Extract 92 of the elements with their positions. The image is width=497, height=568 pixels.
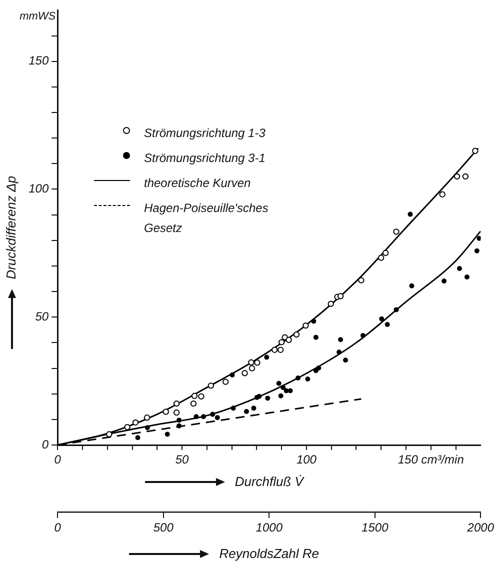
point (337, 293, 344, 300)
point (457, 266, 462, 272)
legend-label: Hagen-Poiseuille'sches Gesetz (144, 200, 270, 237)
x-tick-label: 50 (175, 452, 190, 467)
point (382, 250, 389, 256)
point (313, 334, 318, 340)
point (230, 372, 235, 378)
x2-tick-label: 1000 (256, 520, 283, 535)
y-tick-label: 150 (28, 54, 49, 68)
point (106, 431, 112, 438)
point (144, 425, 150, 430)
point (248, 365, 256, 372)
x-tick-label: 0 (54, 452, 62, 467)
point (277, 346, 284, 353)
point (276, 380, 282, 386)
point (190, 400, 197, 407)
point (254, 360, 260, 366)
point (214, 415, 220, 420)
x2-tick-label: 500 (153, 520, 174, 535)
point (200, 414, 206, 420)
point (454, 173, 460, 180)
legend-label: Strömungsrichtung 3-1 (144, 150, 266, 167)
point (328, 300, 334, 307)
point (464, 274, 470, 280)
point (358, 277, 364, 284)
point (394, 307, 399, 312)
point (305, 376, 310, 382)
point (272, 346, 278, 353)
point (176, 418, 182, 423)
legend-label: Strömungsrichtung 1-3 (144, 125, 266, 142)
point (162, 408, 169, 415)
y-tick-label: 100 (28, 182, 49, 196)
point (360, 333, 366, 338)
y-tick-label: 50 (35, 309, 49, 324)
x2-tick-label: 1500 (362, 520, 389, 535)
x-tick-label: 100 (296, 452, 317, 467)
point (288, 388, 293, 394)
point (124, 424, 130, 430)
point (409, 283, 414, 288)
point (286, 336, 292, 343)
point (176, 423, 182, 428)
point (173, 409, 180, 416)
point (198, 393, 204, 400)
x2-axis-title: ReynoldsZahl Re (219, 546, 319, 561)
point (248, 359, 254, 366)
x2-tick-label: 2000 (466, 520, 494, 535)
point (474, 248, 480, 254)
point (222, 378, 229, 385)
point (265, 396, 270, 401)
y-tick-label: 0 (42, 437, 49, 452)
point (144, 414, 150, 421)
point (384, 322, 390, 328)
point (442, 278, 447, 284)
point (378, 254, 384, 261)
point (336, 350, 342, 355)
x-tick-label: 150 cm³/min (398, 452, 464, 467)
x-axis-title: Durchfluß V̇ (234, 474, 305, 489)
point (472, 148, 478, 154)
point (311, 318, 316, 324)
point (251, 406, 256, 411)
point (208, 382, 214, 389)
point (393, 228, 400, 235)
point (132, 419, 139, 426)
legend-label: theoretische Kurven (144, 175, 251, 192)
point (343, 358, 348, 363)
point (379, 316, 384, 322)
point (462, 173, 469, 180)
point (278, 339, 285, 346)
point (296, 375, 301, 380)
y-axis-title: Druckdifferenz Δp (3, 176, 18, 280)
point (242, 370, 248, 376)
point (408, 212, 413, 217)
point (264, 354, 270, 360)
point (194, 414, 199, 420)
point (244, 408, 249, 414)
point (293, 331, 300, 338)
point (278, 393, 284, 398)
point (439, 191, 446, 198)
point (230, 406, 236, 411)
x2-tick-label: 0 (54, 520, 62, 535)
point (256, 394, 262, 399)
text: mmWS (20, 10, 56, 22)
point (338, 337, 344, 342)
point (135, 435, 140, 440)
point (476, 236, 481, 241)
point (191, 392, 198, 399)
point (302, 322, 309, 329)
point (164, 432, 170, 437)
point (210, 412, 216, 417)
point (280, 384, 286, 390)
point (173, 400, 180, 407)
point (316, 366, 322, 371)
